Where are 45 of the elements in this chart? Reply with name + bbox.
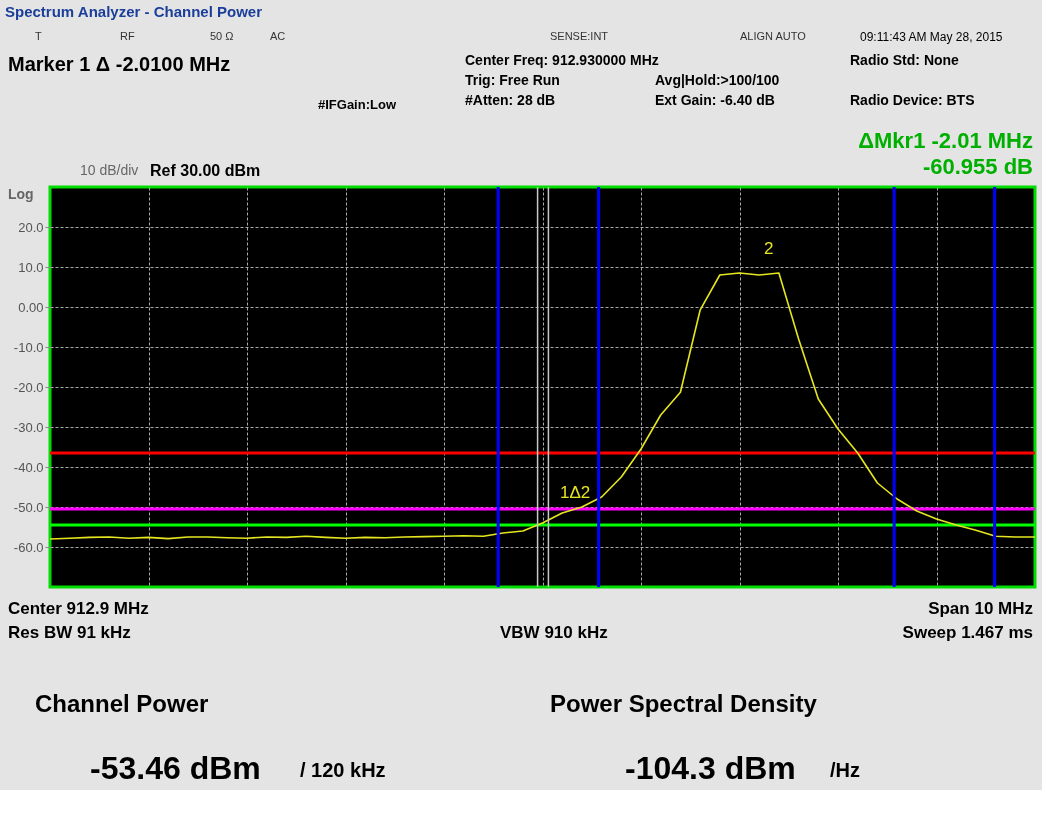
text: #Atten: 28 dB — [465, 92, 556, 108]
text: 10 dB/div — [80, 162, 139, 178]
text: RF — [120, 30, 135, 42]
text: Avg|Hold:>100/100 — [655, 72, 780, 88]
text: AC — [270, 30, 286, 42]
text: Power Spectral Density — [550, 690, 818, 717]
text: Sweep 1.467 ms — [902, 623, 1033, 642]
y-tick-label: -20.0 — [13, 379, 44, 395]
text: Trig: Free Run — [465, 72, 560, 88]
text: ALIGN AUTO — [740, 30, 807, 42]
line-series — [49, 272, 1036, 540]
y-tick-label: -60.0 — [13, 539, 44, 555]
y-tick-label: -40.0 — [13, 459, 44, 475]
text: T — [35, 30, 42, 42]
text: Log — [8, 186, 34, 202]
text: -53.46 dBm — [90, 750, 261, 786]
y-tick-label: -50.0 — [13, 499, 44, 515]
text: / 120 kHz — [300, 759, 386, 781]
text: Radio Device: BTS — [850, 92, 975, 108]
text: 50 Ω — [210, 30, 234, 42]
y-tick-label: 10.0 — [18, 259, 44, 275]
text: #IFGain:Low — [318, 97, 397, 112]
text: Center 912.9 MHz — [8, 599, 149, 618]
annotation: 1Δ2 — [560, 483, 591, 502]
text: Res BW 91 kHz — [8, 623, 131, 642]
text: Ref 30.00 dBm — [150, 162, 261, 179]
y-tick-label: -30.0 — [13, 419, 44, 435]
text: SENSE:INT — [550, 30, 609, 42]
text: VBW 910 kHz — [500, 623, 608, 642]
text: Span 10 MHz — [928, 599, 1033, 618]
text: -60.955 dB — [922, 154, 1033, 179]
y-tick-label: -10.0 — [13, 339, 44, 355]
text: Center Freq: 912.930000 MHz — [465, 52, 659, 68]
text: Ext Gain: -6.40 dB — [655, 92, 775, 108]
y-tick-label: 20.0 — [18, 219, 44, 235]
text: 09:11:43 AM May 28, 2015 — [860, 30, 1003, 44]
annotation: 2 — [764, 239, 774, 258]
text: /Hz — [830, 759, 860, 781]
chart-title: Spectrum Analyzer - Channel Power — [5, 3, 263, 20]
text: ΔMkr1 -2.01 MHz — [858, 128, 1033, 153]
text: Marker 1 Δ -2.0100 MHz — [8, 53, 231, 75]
text: -104.3 dBm — [625, 750, 796, 786]
text: Channel Power — [35, 690, 209, 717]
y-tick-label: 0.00 — [18, 299, 44, 315]
text: Radio Std: None — [850, 52, 960, 68]
